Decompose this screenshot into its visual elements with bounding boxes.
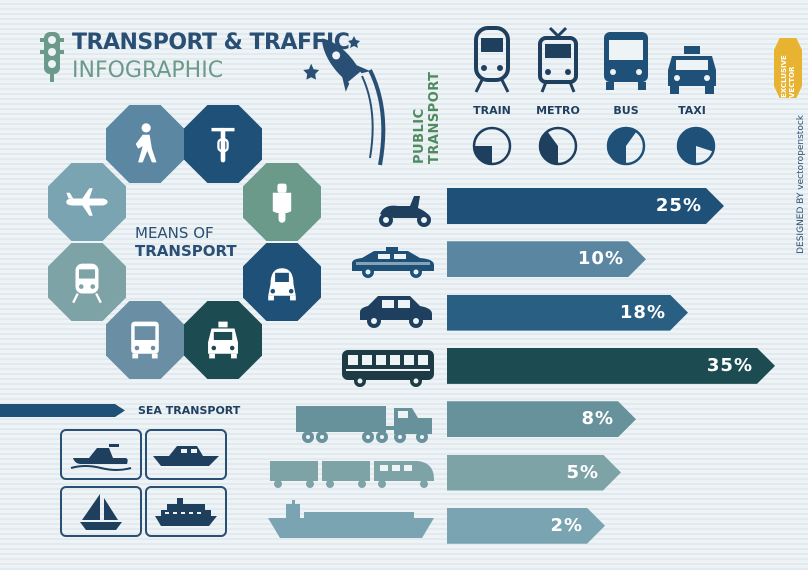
bus-icon — [342, 350, 434, 387]
pt-metro-label: METRO — [536, 104, 580, 117]
airplane-icon — [66, 188, 108, 216]
sea-box-speedboat — [145, 429, 227, 480]
bar-row: 2% — [0, 507, 808, 545]
sea-box-sailboat — [60, 486, 142, 537]
pt-bus-label: BUS — [613, 104, 639, 117]
pt-train — [462, 26, 522, 98]
bar-row: 10% — [0, 240, 808, 278]
sea-box-jet-ski — [60, 429, 142, 480]
sea-box-cruise-ship — [145, 486, 227, 537]
bar-bus: 35% — [447, 348, 775, 384]
bar-freight-train: 5% — [447, 455, 621, 491]
bar-car: 18% — [447, 295, 688, 331]
taxi-car-icon — [352, 247, 434, 278]
pie-slice — [678, 128, 714, 164]
train-icon — [474, 26, 510, 93]
oct-taxi — [184, 301, 262, 379]
means-line1: MEANS OF — [135, 224, 214, 242]
oct-car — [243, 243, 321, 321]
bicycle-icon — [211, 127, 235, 163]
bar-value-label: 35% — [706, 354, 753, 376]
bar-scooter: 25% — [447, 188, 724, 224]
pie-slice — [474, 146, 492, 164]
scooter-icon — [379, 196, 431, 227]
freight-train-icon — [270, 461, 434, 488]
car-icon — [268, 268, 296, 301]
car-icon — [360, 296, 432, 328]
bar-truck: 8% — [447, 401, 636, 437]
page-title: TRANSPORT & TRAFFIC — [72, 30, 350, 55]
taxi-icon — [208, 321, 238, 359]
pt-metro — [528, 26, 588, 98]
bar-value-label: 10% — [577, 248, 624, 270]
pt-train-label: TRAIN — [473, 104, 511, 117]
exclusive-vector-badge: EXCLUSIVE VECTOR — [774, 38, 802, 98]
bar-cargo-ship: 2% — [447, 508, 605, 544]
cargo-ship-icon — [268, 500, 434, 538]
sea-transport-bar — [0, 404, 125, 417]
bar-value-label: 25% — [655, 195, 702, 216]
pt-bus-pie — [606, 126, 646, 166]
pt-train-pie — [472, 126, 512, 166]
oct-bicycle — [184, 105, 262, 183]
bar-row: 18% — [0, 294, 808, 332]
scooter-icon — [272, 183, 292, 223]
pie-slice — [540, 131, 558, 164]
bar-row: 5% — [0, 454, 808, 492]
oct-walking — [106, 105, 184, 183]
oct-scooter — [243, 163, 321, 241]
bar-row: 25% — [0, 187, 808, 225]
cruise-ship-icon — [155, 497, 217, 526]
public-transport-label: PUBLIC TRANSPORT — [412, 71, 442, 164]
bar-value-label: 18% — [619, 301, 666, 323]
bar-value-label: 2% — [550, 514, 583, 536]
bar-taxi: 10% — [447, 241, 646, 277]
oct-train — [48, 243, 126, 321]
sailboat-icon — [80, 493, 122, 530]
bar-value-label: 8% — [581, 408, 614, 430]
pt-taxi-label: TAXI — [678, 104, 706, 117]
oct-airplane — [48, 163, 126, 241]
sea-transport-title: SEA TRANSPORT — [138, 404, 241, 417]
bus-icon — [131, 321, 159, 359]
truck-icon — [296, 406, 432, 443]
badge-text: EXCLUSIVE VECTOR — [780, 55, 796, 98]
pie-slice — [608, 128, 637, 164]
means-line2: TRANSPORT — [135, 242, 237, 260]
means-of-transport-label: MEANS OF TRANSPORT — [135, 224, 237, 260]
page-subtitle: INFOGRAPHIC — [72, 58, 224, 83]
taxi-icon — [668, 46, 716, 94]
speedboat-icon — [153, 445, 219, 466]
pt-taxi-pie — [676, 126, 716, 166]
walking-person-icon — [135, 123, 157, 163]
bar-value-label: 5% — [566, 461, 599, 483]
jet-ski-icon — [70, 443, 132, 471]
bar-row: 35% — [0, 347, 808, 385]
bar-row: 8% — [0, 400, 808, 438]
bus-icon — [604, 32, 648, 90]
pt-taxi — [662, 44, 722, 102]
metro-icon — [538, 26, 578, 93]
pt-bus — [596, 30, 656, 98]
pt-metro-pie — [538, 126, 578, 166]
train-icon — [72, 263, 102, 304]
traffic-light-icon — [40, 32, 64, 86]
oct-bus — [106, 301, 184, 379]
rocket-icon — [300, 30, 400, 174]
designer-credit: DESIGNED BY vectoropenstock — [796, 115, 806, 254]
